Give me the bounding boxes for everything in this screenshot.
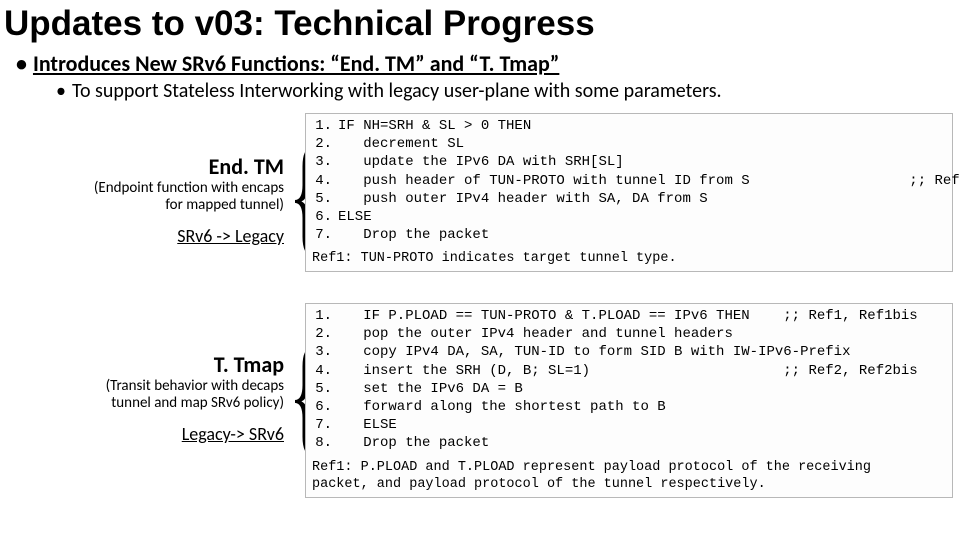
endtm-title: End. TM — [0, 153, 284, 180]
endtm-code-box: 1.IF NH=SRH & SL > 0 THEN2. decrement SL… — [305, 113, 953, 272]
ttmap-ref2: packet, and payload protocol of the tunn… — [312, 476, 946, 494]
bullet1-text: Introduces New SRv6 Functions: “End. TM”… — [33, 50, 559, 77]
code-line: 7. Drop the packet — [312, 226, 946, 244]
code-line: 1. IF P.PLOAD == TUN-PROTO & T.PLOAD == … — [312, 307, 946, 325]
code-line: 4. insert the SRH (D, B; SL=1) ;; Ref2, … — [312, 362, 946, 380]
endtm-labels: End. TM (Endpoint function with encaps f… — [0, 153, 284, 247]
code-line: 6.ELSE — [312, 208, 946, 226]
bullet2-text: To support Stateless Interworking with l… — [72, 79, 722, 103]
ttmap-desc2: tunnel and map SRv6 policy) — [0, 395, 284, 412]
ttmap-title: T. Tmap — [0, 351, 284, 378]
code-line: 7. ELSE — [312, 416, 946, 434]
code-line: 2. pop the outer IPv4 header and tunnel … — [312, 325, 946, 343]
code-line: 5. push outer IPv4 header with SA, DA fr… — [312, 190, 946, 208]
endtm-arrow: SRv6 -> Legacy — [0, 225, 284, 247]
code-line: 5. set the IPv6 DA = B — [312, 380, 946, 398]
code-line: 4. push header of TUN-PROTO with tunnel … — [312, 172, 946, 190]
code-line: 6. forward along the shortest path to B — [312, 398, 946, 416]
endtm-desc1: (Endpoint function with encaps — [0, 180, 284, 197]
endtm-desc2: for mapped tunnel) — [0, 197, 284, 214]
ttmap-arrow: Legacy-> SRv6 — [0, 423, 284, 445]
endtm-ref: Ref1: TUN-PROTO indicates target tunnel … — [312, 250, 946, 268]
bullet-level2: •To support Stateless Interworking with … — [0, 77, 960, 103]
code-line: 8. Drop the packet — [312, 434, 946, 452]
ttmap-ref1: Ref1: P.PLOAD and T.PLOAD represent payl… — [312, 459, 946, 477]
code-line: 3. copy IPv4 DA, SA, TUN-ID to form SID … — [312, 343, 946, 361]
code-line: 2. decrement SL — [312, 135, 946, 153]
slide-title: Updates to v03: Technical Progress — [0, 0, 960, 46]
bullet-level1: •Introduces New SRv6 Functions: “End. TM… — [0, 46, 960, 77]
ttmap-labels: T. Tmap (Transit behavior with decaps tu… — [0, 351, 284, 445]
ttmap-desc1: (Transit behavior with decaps — [0, 378, 284, 395]
code-line: 3. update the IPv6 DA with SRH[SL] — [312, 153, 946, 171]
ttmap-code-box: 1. IF P.PLOAD == TUN-PROTO & T.PLOAD == … — [305, 303, 953, 498]
code-line: 1.IF NH=SRH & SL > 0 THEN — [312, 117, 946, 135]
